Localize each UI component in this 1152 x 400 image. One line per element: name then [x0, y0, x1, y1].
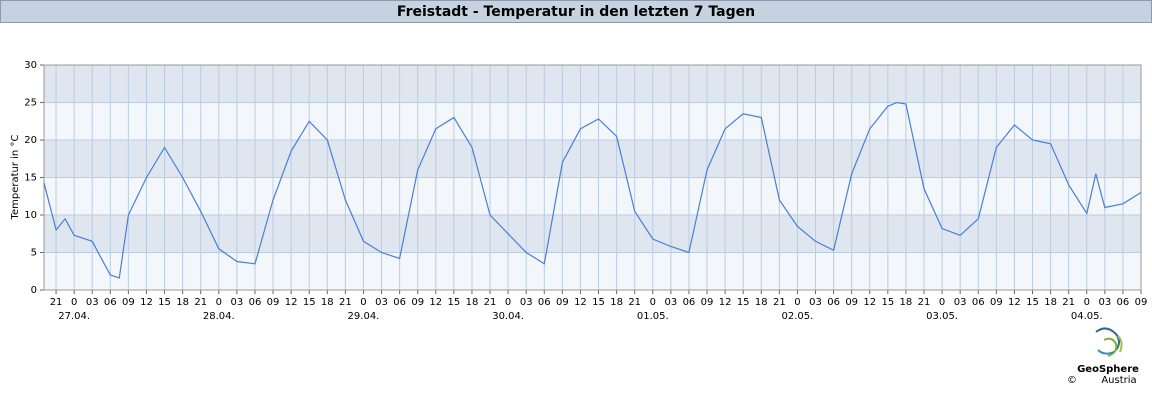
x-tick-label: 03 — [954, 297, 967, 308]
y-tick-label: 30 — [24, 60, 37, 71]
brand-sub: Austria — [1101, 375, 1136, 386]
x-tick-label: 18 — [176, 297, 189, 308]
x-tick-label: 15 — [448, 297, 461, 308]
x-tick-label: 09 — [411, 297, 424, 308]
x-tick-label: 06 — [104, 297, 117, 308]
grid-band — [44, 102, 1141, 140]
x-tick-label: 09 — [845, 297, 858, 308]
x-tick-label: 15 — [592, 297, 605, 308]
x-tick-label: 18 — [900, 297, 913, 308]
x-tick-label: 12 — [574, 297, 587, 308]
x-tick-label: 06 — [249, 297, 262, 308]
x-tick-label: 18 — [610, 297, 623, 308]
x-tick-label: 06 — [683, 297, 696, 308]
date-label: 28.04. — [203, 311, 235, 322]
x-tick-label: 06 — [1117, 297, 1130, 308]
x-tick-label: 0 — [939, 297, 945, 308]
brand: GeoSphere — [1077, 364, 1139, 375]
x-tick-label: 15 — [737, 297, 750, 308]
x-tick-label: 0 — [360, 297, 366, 308]
x-tick-label: 03 — [231, 297, 244, 308]
grid-band — [44, 215, 1141, 253]
x-tick-label: 15 — [303, 297, 316, 308]
x-tick-label: 21 — [194, 297, 207, 308]
y-tick-label: 10 — [24, 210, 37, 221]
logo — [1095, 327, 1123, 357]
x-tick-label: 03 — [520, 297, 533, 308]
x-tick-label: 0 — [505, 297, 511, 308]
date-label: 01.05. — [637, 311, 669, 322]
x-tick-label: 18 — [1044, 297, 1057, 308]
x-tick-label: 21 — [918, 297, 931, 308]
x-tick-label: 15 — [158, 297, 171, 308]
x-tick-label: 03 — [809, 297, 822, 308]
grid-band — [44, 65, 1141, 103]
date-label: 30.04. — [492, 311, 524, 322]
x-tick-label: 12 — [285, 297, 298, 308]
x-tick-label: 0 — [650, 297, 656, 308]
x-tick-label: 03 — [375, 297, 388, 308]
x-tick-label: 12 — [863, 297, 876, 308]
x-tick-label: 09 — [990, 297, 1003, 308]
x-tick-label: 12 — [1008, 297, 1021, 308]
chart-title: Freistadt - Temperatur in den letzten 7 … — [397, 4, 755, 20]
x-tick-label: 0 — [794, 297, 800, 308]
y-tick-label: 0 — [31, 285, 37, 296]
x-tick-label: 21 — [50, 297, 63, 308]
x-tick-label: 15 — [1026, 297, 1039, 308]
date-label: 27.04. — [58, 311, 90, 322]
date-label: 03.05. — [926, 311, 958, 322]
y-tick-label: 25 — [24, 98, 37, 109]
x-tick-label: 12 — [140, 297, 153, 308]
x-tick-label: 18 — [466, 297, 479, 308]
x-tick-label: 06 — [393, 297, 406, 308]
y-tick-label: 20 — [24, 135, 37, 146]
line-series — [43, 101, 1142, 279]
x-tick-label: 15 — [881, 297, 894, 308]
x-tick-label: 21 — [628, 297, 641, 308]
x-tick-label: 06 — [972, 297, 985, 308]
x-tick-label: 03 — [664, 297, 677, 308]
plot-border — [43, 64, 1142, 291]
grid-band — [44, 140, 1141, 178]
x-tick-label: 03 — [86, 297, 99, 308]
x-tick-label: 03 — [1098, 297, 1111, 308]
y-tick-label: 15 — [24, 173, 37, 184]
x-tick-label: 12 — [429, 297, 442, 308]
copyright: © — [1067, 375, 1077, 386]
x-tick-label: 0 — [216, 297, 222, 308]
x-tick-label: 0 — [1084, 297, 1090, 308]
x-tick-label: 09 — [267, 297, 280, 308]
date-label: 02.05. — [782, 311, 814, 322]
x-tick-label: 21 — [1062, 297, 1075, 308]
x-tick-label: 09 — [701, 297, 714, 308]
date-label: 04.05. — [1071, 311, 1103, 322]
x-tick-label: 06 — [538, 297, 551, 308]
x-tick-label: 21 — [484, 297, 497, 308]
date-label: 29.04. — [348, 311, 380, 322]
y-axis-label: Temperatur in °C — [10, 135, 21, 221]
grid-band — [44, 177, 1141, 215]
x-tick-label: 09 — [1135, 297, 1148, 308]
y-tick-label: 5 — [31, 248, 37, 259]
x-tick-label: 12 — [719, 297, 732, 308]
x-tick-label: 18 — [755, 297, 768, 308]
x-tick-label: 18 — [321, 297, 334, 308]
x-tick-label: 06 — [827, 297, 840, 308]
x-tick-label: 21 — [773, 297, 786, 308]
x-tick-label: 0 — [71, 297, 77, 308]
x-tick-label: 21 — [339, 297, 352, 308]
x-tick-label: 09 — [122, 297, 135, 308]
grid-band — [44, 252, 1141, 290]
x-tick-label: 09 — [556, 297, 569, 308]
